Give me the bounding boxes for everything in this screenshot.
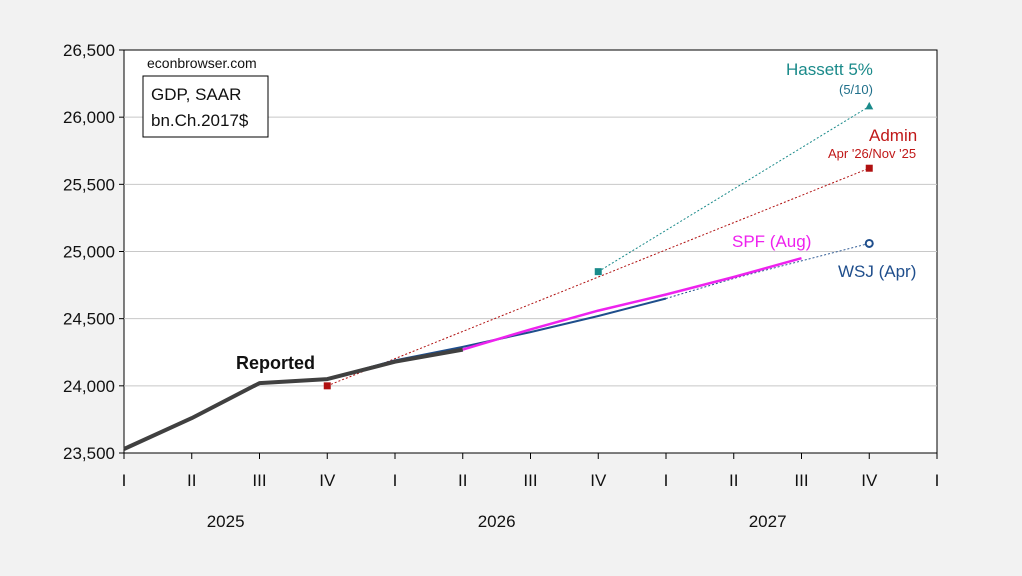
y-tick-label: 23,500 — [63, 444, 115, 463]
marker-start-admin — [323, 382, 331, 390]
hassett-sublabel: (5/10) — [839, 82, 873, 97]
year-label: 2025 — [207, 512, 245, 531]
reported-label: Reported — [236, 353, 315, 373]
series-line-hassett-5 — [598, 105, 870, 273]
units-box-line1: GDP, SAAR — [151, 85, 241, 104]
y-axis-ticks: 23,500 24,000 24,500 25,000 25,500 26,000 26,5… — [63, 41, 124, 463]
units-box — [142, 75, 269, 138]
x-tick-label: I — [122, 471, 127, 490]
x-tick-label: II — [729, 471, 738, 490]
x-tick-label: I — [664, 471, 669, 490]
y-tick-label: 24,500 — [63, 310, 115, 329]
spf-label: SPF (Aug) — [732, 232, 811, 251]
x-tick-label: IV — [590, 471, 607, 490]
series-line-reported — [123, 347, 464, 451]
x-tick-label: III — [252, 471, 266, 490]
y-tick-label: 25,000 — [63, 243, 115, 262]
y-tick-label: 26,000 — [63, 108, 115, 127]
marker-end-admin — [865, 164, 873, 172]
admin-sublabel: Apr '26/Nov '25 — [828, 146, 916, 161]
admin-label: Admin — [869, 126, 917, 145]
source-label: econbrowser.com — [147, 55, 257, 71]
marker-end-hassett-5 — [865, 101, 874, 110]
year-label: 2027 — [749, 512, 787, 531]
x-tick-label: I — [935, 471, 940, 490]
x-tick-label: II — [187, 471, 196, 490]
y-tick-label: 25,500 — [63, 175, 115, 194]
wsj-label: WSJ (Apr) — [838, 262, 916, 281]
series-line-admin — [327, 167, 870, 387]
x-tick-label: III — [523, 471, 537, 490]
x-tick-label: IV — [319, 471, 336, 490]
x-tick-label: III — [794, 471, 808, 490]
year-label: 2026 — [478, 512, 516, 531]
hassett-label: Hassett 5% — [786, 60, 873, 79]
marker-end-wsj-apr — [864, 238, 874, 248]
x-tick-label: IV — [861, 471, 878, 490]
marker-start-hassett-5 — [594, 268, 602, 276]
y-tick-label: 24,000 — [63, 377, 115, 396]
x-tick-label: I — [393, 471, 398, 490]
series-line-spf-aug — [462, 256, 802, 351]
units-box-line2: bn.Ch.2017$ — [151, 111, 249, 130]
x-tick-label: II — [458, 471, 467, 490]
series-lines — [123, 105, 870, 451]
series-markers — [323, 101, 874, 390]
y-tick-label: 26,500 — [63, 41, 115, 60]
series-line-wsj-apr-dotted — [665, 242, 870, 299]
